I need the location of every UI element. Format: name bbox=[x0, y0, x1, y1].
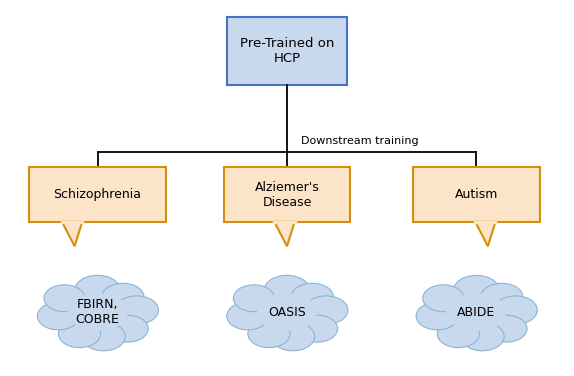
Text: Autism: Autism bbox=[455, 188, 498, 201]
Polygon shape bbox=[274, 222, 294, 246]
Ellipse shape bbox=[437, 320, 479, 347]
Ellipse shape bbox=[447, 293, 506, 331]
Ellipse shape bbox=[272, 322, 315, 351]
Ellipse shape bbox=[486, 315, 527, 342]
Ellipse shape bbox=[102, 283, 144, 311]
Polygon shape bbox=[475, 222, 495, 246]
Text: Alziemer's
Disease: Alziemer's Disease bbox=[255, 180, 319, 209]
FancyBboxPatch shape bbox=[224, 167, 350, 222]
Ellipse shape bbox=[297, 315, 338, 342]
FancyBboxPatch shape bbox=[227, 17, 347, 85]
Ellipse shape bbox=[461, 322, 504, 351]
Ellipse shape bbox=[227, 302, 269, 330]
Ellipse shape bbox=[61, 290, 134, 334]
Ellipse shape bbox=[291, 283, 333, 311]
Text: Schizophrenia: Schizophrenia bbox=[53, 188, 142, 201]
Ellipse shape bbox=[251, 290, 323, 334]
Ellipse shape bbox=[264, 275, 310, 305]
Ellipse shape bbox=[440, 290, 513, 334]
Ellipse shape bbox=[44, 285, 85, 312]
Ellipse shape bbox=[107, 315, 148, 342]
Ellipse shape bbox=[423, 285, 464, 312]
Ellipse shape bbox=[304, 296, 348, 324]
Ellipse shape bbox=[480, 283, 523, 311]
Ellipse shape bbox=[115, 296, 158, 324]
Polygon shape bbox=[62, 222, 82, 246]
Ellipse shape bbox=[257, 293, 317, 331]
Ellipse shape bbox=[68, 293, 128, 331]
Text: FBIRN,
COBRE: FBIRN, COBRE bbox=[76, 298, 119, 326]
Ellipse shape bbox=[59, 320, 100, 347]
Ellipse shape bbox=[248, 320, 290, 347]
FancyBboxPatch shape bbox=[29, 167, 166, 222]
Text: OASIS: OASIS bbox=[268, 306, 306, 318]
Ellipse shape bbox=[416, 302, 458, 330]
FancyBboxPatch shape bbox=[413, 167, 540, 222]
Ellipse shape bbox=[75, 275, 121, 305]
Ellipse shape bbox=[494, 296, 537, 324]
Ellipse shape bbox=[82, 322, 125, 351]
Text: Downstream training: Downstream training bbox=[301, 136, 419, 146]
Ellipse shape bbox=[37, 302, 79, 330]
Text: Pre-Trained on
HCP: Pre-Trained on HCP bbox=[240, 37, 334, 65]
Text: ABIDE: ABIDE bbox=[457, 306, 495, 318]
Ellipse shape bbox=[453, 275, 499, 305]
Ellipse shape bbox=[234, 285, 274, 312]
